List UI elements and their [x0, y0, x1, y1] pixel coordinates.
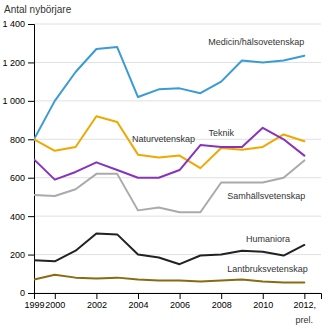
y-tick-mark: [28, 62, 34, 63]
y-tick-label: 400: [10, 212, 25, 222]
y-tick-mark: [28, 24, 34, 25]
grid-line: [34, 100, 321, 101]
y-tick-label: 600: [10, 173, 25, 183]
series-line: [34, 47, 304, 139]
y-tick-label: 0: [20, 288, 25, 298]
x-tick: 2000: [45, 293, 65, 310]
series-label: Teknik: [208, 128, 234, 138]
x-tick-mark: [221, 293, 222, 299]
plot-area: 0 200 400 600 800 1 000 1 200 1 400 19992000 2002…: [2, 19, 321, 325]
grid-line: [34, 216, 321, 217]
y-tick: 800: [10, 135, 34, 145]
x-tick-mark: [55, 293, 56, 299]
grid: [34, 24, 321, 293]
x-tick-label: 2004: [128, 300, 148, 310]
x-tick-label: 2006: [170, 300, 190, 310]
y-tick: 0: [20, 288, 34, 298]
chart-container: 0 200 400 600 800 1 000 1 200 1 400 19992000 2002…: [0, 0, 331, 329]
x-tick: 2004: [128, 293, 148, 310]
y-tick: 200: [10, 250, 34, 260]
series-label: Naturvetenskap: [132, 134, 195, 144]
y-tick-mark: [28, 178, 34, 179]
series-label: Lantbruksvetenskap: [227, 264, 308, 274]
x-tick-mark: [304, 293, 305, 299]
lines: [34, 47, 304, 282]
x-tick: 2006: [170, 293, 190, 310]
series-line: [34, 275, 304, 283]
x-tick: 2010: [253, 293, 273, 310]
series-label: Medicin/hälsovetenskap: [208, 37, 304, 47]
x-tick-mark: [34, 293, 35, 299]
y-tick-mark: [28, 216, 34, 217]
y-tick-label: 1 400: [2, 19, 25, 29]
series-line: [34, 116, 304, 168]
y-tick-label: 1 200: [2, 58, 25, 68]
y-tick-mark: [28, 293, 34, 294]
x-tick: 2002: [87, 293, 107, 310]
x-tick-mark: [96, 293, 97, 299]
y-axis-title: Antal nybörjare: [4, 4, 72, 15]
x-axis-line: [35, 294, 322, 300]
x-tick-mark: [263, 293, 264, 299]
y-tick-mark: [28, 139, 34, 140]
series-labels: Medicin/hälsovetenskap Naturvetenskap Tekn…: [132, 37, 308, 274]
y-axis-line: [28, 25, 35, 294]
x-tick-label: 2012,: [294, 300, 317, 310]
grid-line: [34, 24, 321, 25]
x-tick: 2008: [212, 293, 232, 310]
series-label: Humaniora: [246, 234, 290, 244]
x-tick-mark: [180, 293, 181, 299]
y-tick-label: 200: [10, 250, 25, 260]
x-axis: 19992000 2002 2004 2006 2008 2010 2012,: [24, 293, 321, 310]
series-line: [34, 128, 304, 180]
x-tick-mark: [138, 293, 139, 299]
series-line: [34, 160, 304, 212]
y-axis: 0 200 400 600 800 1 000 1 200 1 400: [2, 19, 34, 298]
y-tick: 1 200: [2, 58, 34, 68]
grid-line: [34, 62, 321, 63]
series-line: [34, 233, 304, 264]
chart-svg: 0 200 400 600 800 1 000 1 200 1 400 19992000 2002…: [0, 0, 331, 329]
y-tick: 1 000: [2, 96, 34, 106]
annotation: prel.: [296, 315, 314, 325]
series-label: Samhällsvetenskap: [227, 191, 305, 201]
y-tick-label: 800: [10, 135, 25, 145]
x-tick-label: 1999: [24, 300, 44, 310]
x-tick-label: 2000: [45, 300, 65, 310]
y-tick-mark: [28, 101, 34, 102]
y-tick-label: 1 000: [2, 96, 25, 106]
x-tick-label: 2008: [212, 300, 232, 310]
x-tick-label: 2010: [253, 300, 273, 310]
x-tick: 1999: [24, 293, 44, 310]
y-tick: 1 400: [2, 19, 34, 29]
x-tick-label: 2002: [87, 300, 107, 310]
y-tick: 600: [10, 173, 34, 183]
x-tick: 2012,: [294, 293, 317, 310]
y-tick-mark: [28, 255, 34, 256]
y-tick: 400: [10, 212, 34, 222]
